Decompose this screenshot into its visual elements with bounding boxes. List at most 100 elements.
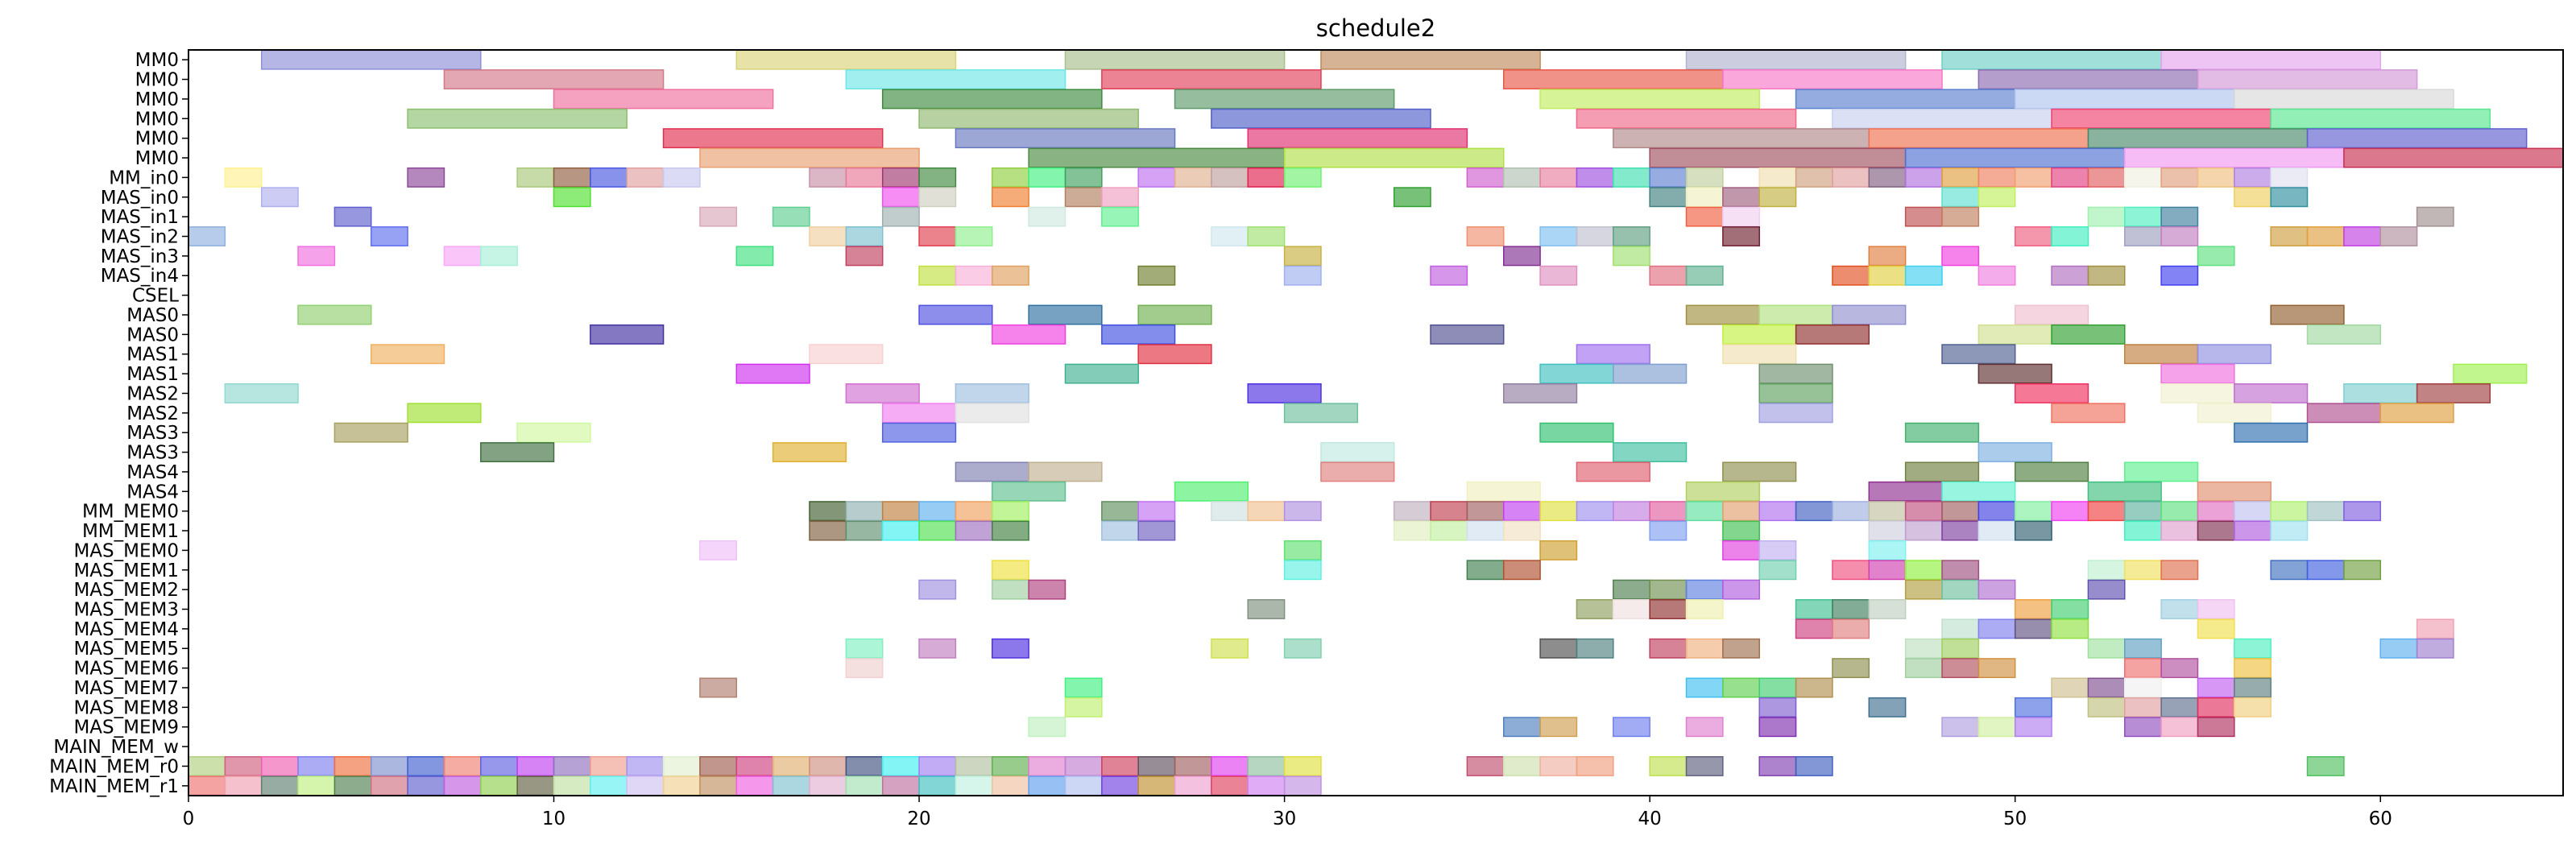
y-tick-label: MAS0 bbox=[126, 305, 179, 326]
task-bar bbox=[443, 69, 665, 89]
task-bar bbox=[1868, 128, 2089, 149]
task-bar bbox=[1539, 717, 1578, 738]
task-bar bbox=[1502, 69, 1724, 89]
task-bar bbox=[1539, 501, 1578, 522]
task-bar bbox=[1539, 167, 1578, 188]
task-bar bbox=[1685, 206, 1724, 227]
task-bar bbox=[1211, 167, 1249, 188]
task-bar bbox=[1685, 579, 1724, 600]
y-tick-label: MM_in0 bbox=[109, 168, 179, 188]
task-bar bbox=[224, 383, 299, 403]
task-bar bbox=[1393, 501, 1431, 522]
task-bar bbox=[1283, 167, 1322, 188]
task-bar bbox=[809, 775, 847, 796]
task-bar bbox=[1685, 717, 1724, 738]
task-bar bbox=[992, 187, 1029, 208]
task-bar bbox=[1685, 304, 1760, 325]
task-bar bbox=[224, 167, 263, 188]
task-bar bbox=[2124, 501, 2162, 522]
task-bar bbox=[1941, 579, 1980, 600]
task-bar bbox=[2416, 206, 2454, 227]
task-bar bbox=[1028, 579, 1066, 600]
task-bar bbox=[1174, 775, 1212, 796]
task-bar bbox=[2014, 226, 2052, 246]
task-bar bbox=[2124, 461, 2199, 482]
task-bar bbox=[2160, 658, 2199, 679]
task-bar bbox=[1904, 501, 1943, 522]
task-bar bbox=[1758, 560, 1797, 581]
task-bar bbox=[2087, 128, 2309, 149]
task-bars bbox=[188, 49, 2564, 796]
task-bar bbox=[1722, 187, 1760, 208]
y-tick-label: MM0 bbox=[135, 129, 179, 150]
task-bar bbox=[699, 206, 738, 227]
task-bar bbox=[2124, 560, 2162, 581]
task-bar bbox=[1539, 265, 1578, 286]
task-bar bbox=[1795, 501, 1833, 522]
task-bar bbox=[2234, 167, 2272, 188]
task-bar bbox=[772, 442, 847, 462]
task-bar bbox=[735, 775, 774, 796]
task-bar bbox=[735, 246, 774, 267]
task-bar bbox=[1722, 344, 1797, 365]
task-bar bbox=[918, 756, 957, 776]
task-bar bbox=[918, 187, 957, 208]
task-bar bbox=[333, 206, 372, 227]
task-bar bbox=[2234, 383, 2309, 403]
task-bar bbox=[1795, 89, 2016, 110]
task-bar bbox=[1941, 501, 1980, 522]
task-bar bbox=[188, 756, 226, 776]
task-bar bbox=[188, 775, 226, 796]
task-bar bbox=[1978, 658, 2016, 679]
task-bar bbox=[1466, 756, 1505, 776]
task-bar bbox=[845, 775, 884, 796]
task-bar bbox=[2197, 717, 2235, 738]
task-bar bbox=[1758, 363, 1833, 384]
task-bar bbox=[2160, 697, 2199, 718]
task-bar bbox=[1904, 560, 1943, 581]
task-bar bbox=[662, 775, 701, 796]
task-bar bbox=[2416, 638, 2454, 659]
task-bar bbox=[1941, 520, 1980, 541]
task-bar bbox=[1649, 756, 1688, 776]
x-tick-label: 40 bbox=[1638, 809, 1662, 829]
task-bar bbox=[772, 756, 810, 776]
task-bar bbox=[2124, 697, 2162, 718]
task-bar bbox=[407, 775, 445, 796]
task-bar bbox=[1283, 560, 1322, 581]
task-bar bbox=[260, 49, 482, 70]
task-bar bbox=[772, 206, 810, 227]
task-bar bbox=[2160, 383, 2235, 403]
task-bar bbox=[955, 128, 1176, 149]
task-bar bbox=[918, 304, 993, 325]
task-bar bbox=[1174, 167, 1212, 188]
task-bar bbox=[1247, 167, 1286, 188]
task-bar bbox=[2306, 403, 2381, 424]
task-bar bbox=[2343, 560, 2381, 581]
task-bar bbox=[443, 775, 482, 796]
task-bar bbox=[1430, 501, 1468, 522]
task-bar bbox=[297, 246, 336, 267]
task-bar bbox=[2124, 520, 2162, 541]
task-bar bbox=[2014, 461, 2089, 482]
task-bar bbox=[1283, 265, 1322, 286]
task-bar bbox=[845, 167, 884, 188]
task-bar bbox=[2160, 599, 2199, 619]
task-bar bbox=[1576, 108, 1797, 129]
task-bar bbox=[1064, 167, 1103, 188]
task-bar bbox=[590, 324, 665, 345]
task-bar bbox=[1832, 560, 1870, 581]
task-bar bbox=[1904, 658, 1943, 679]
task-bar bbox=[297, 304, 372, 325]
task-bar bbox=[1539, 89, 1760, 110]
task-bar bbox=[992, 520, 1029, 541]
task-bar bbox=[1868, 167, 1907, 188]
task-bar bbox=[2160, 167, 2199, 188]
task-bar bbox=[516, 167, 555, 188]
task-bar bbox=[2306, 560, 2345, 581]
task-bar bbox=[1028, 756, 1066, 776]
y-tick-label: MAS_in2 bbox=[101, 227, 179, 248]
task-bar bbox=[1247, 599, 1286, 619]
task-bar bbox=[1941, 618, 1980, 639]
task-bar bbox=[2124, 206, 2162, 227]
